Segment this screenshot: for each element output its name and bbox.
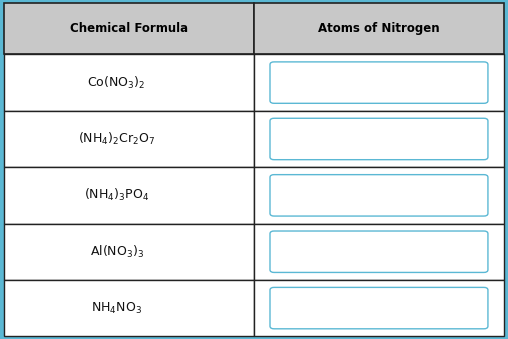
Bar xyxy=(254,55,504,111)
Text: $\mathregular{(NH_4)_3PO_4}$: $\mathregular{(NH_4)_3PO_4}$ xyxy=(84,187,149,203)
Bar xyxy=(4,167,254,223)
Bar xyxy=(254,111,504,167)
Text: Atoms of Nitrogen: Atoms of Nitrogen xyxy=(318,22,440,35)
Bar xyxy=(4,111,254,167)
Bar xyxy=(4,223,254,280)
Bar xyxy=(254,280,504,336)
FancyBboxPatch shape xyxy=(270,287,488,329)
Text: $\mathregular{Al(NO_3)_3}$: $\mathregular{Al(NO_3)_3}$ xyxy=(89,244,144,260)
FancyBboxPatch shape xyxy=(270,62,488,103)
Text: $\mathregular{NH_4NO_3}$: $\mathregular{NH_4NO_3}$ xyxy=(91,301,142,316)
Bar xyxy=(4,3,254,55)
Text: $\mathregular{(NH_4)_2Cr_2O_7}$: $\mathregular{(NH_4)_2Cr_2O_7}$ xyxy=(78,131,155,147)
Text: Chemical Formula: Chemical Formula xyxy=(70,22,188,35)
Bar xyxy=(4,280,254,336)
Bar xyxy=(254,167,504,223)
Text: $\mathregular{Co(NO_3)_2}$: $\mathregular{Co(NO_3)_2}$ xyxy=(87,75,146,91)
Bar xyxy=(4,55,254,111)
FancyBboxPatch shape xyxy=(270,175,488,216)
Bar xyxy=(254,3,504,55)
Bar xyxy=(254,223,504,280)
FancyBboxPatch shape xyxy=(270,231,488,273)
FancyBboxPatch shape xyxy=(270,118,488,160)
